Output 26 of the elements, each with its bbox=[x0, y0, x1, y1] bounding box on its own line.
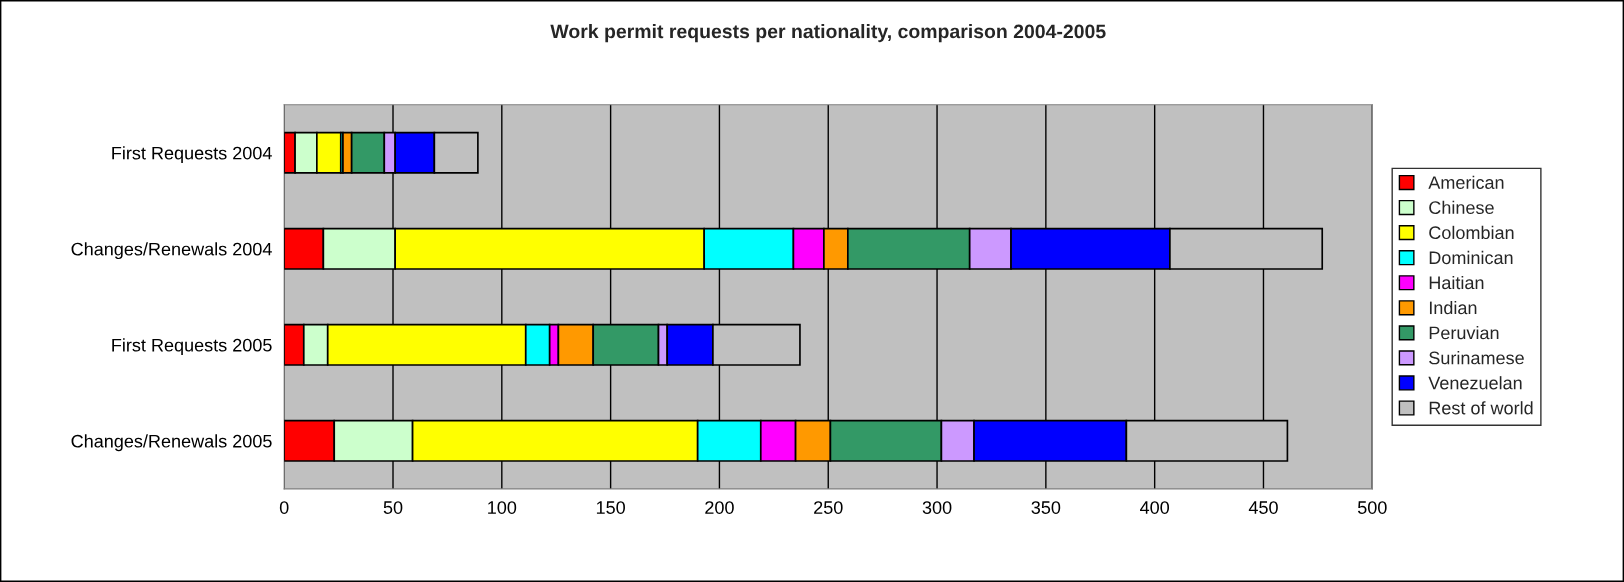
legend-label: Rest of world bbox=[1429, 401, 1533, 415]
legend-label: Peruvian bbox=[1429, 326, 1499, 340]
legend-label: Surinamese bbox=[1429, 351, 1524, 365]
legend-label: Haitian bbox=[1429, 275, 1484, 290]
x-tick-label: 200 bbox=[705, 501, 734, 514]
legend-label: Indian bbox=[1429, 300, 1477, 315]
legend-label: Venezuelan bbox=[1428, 376, 1522, 390]
legend-label: Colombian bbox=[1429, 225, 1514, 240]
x-tick-label: 150 bbox=[596, 501, 625, 514]
x-tick-label: 500 bbox=[1357, 501, 1387, 514]
x-tick-label: 450 bbox=[1248, 501, 1278, 514]
chart-title: Work permit requests per nationality, comparison 2004-2005 bbox=[550, 24, 1106, 43]
legend-label: American bbox=[1428, 175, 1504, 189]
y-tick-label: Changes/Renewals 2005 bbox=[71, 434, 272, 452]
x-tick-label: 50 bbox=[383, 501, 403, 514]
x-tick-label: 0 bbox=[279, 501, 289, 514]
x-tick-label: 350 bbox=[1031, 501, 1061, 514]
legend-label: Chinese bbox=[1429, 200, 1494, 215]
x-tick-label: 100 bbox=[488, 501, 517, 514]
legend-label: Dominican bbox=[1429, 250, 1513, 265]
x-tick-label: 250 bbox=[814, 501, 843, 514]
x-tick-label: 400 bbox=[1140, 501, 1170, 514]
y-tick-label: First Requests 2004 bbox=[112, 146, 272, 164]
y-tick-label: Changes/Renewals 2004 bbox=[71, 242, 272, 260]
x-tick-label: 300 bbox=[922, 501, 952, 514]
y-tick-label: First Requests 2005 bbox=[112, 338, 272, 356]
